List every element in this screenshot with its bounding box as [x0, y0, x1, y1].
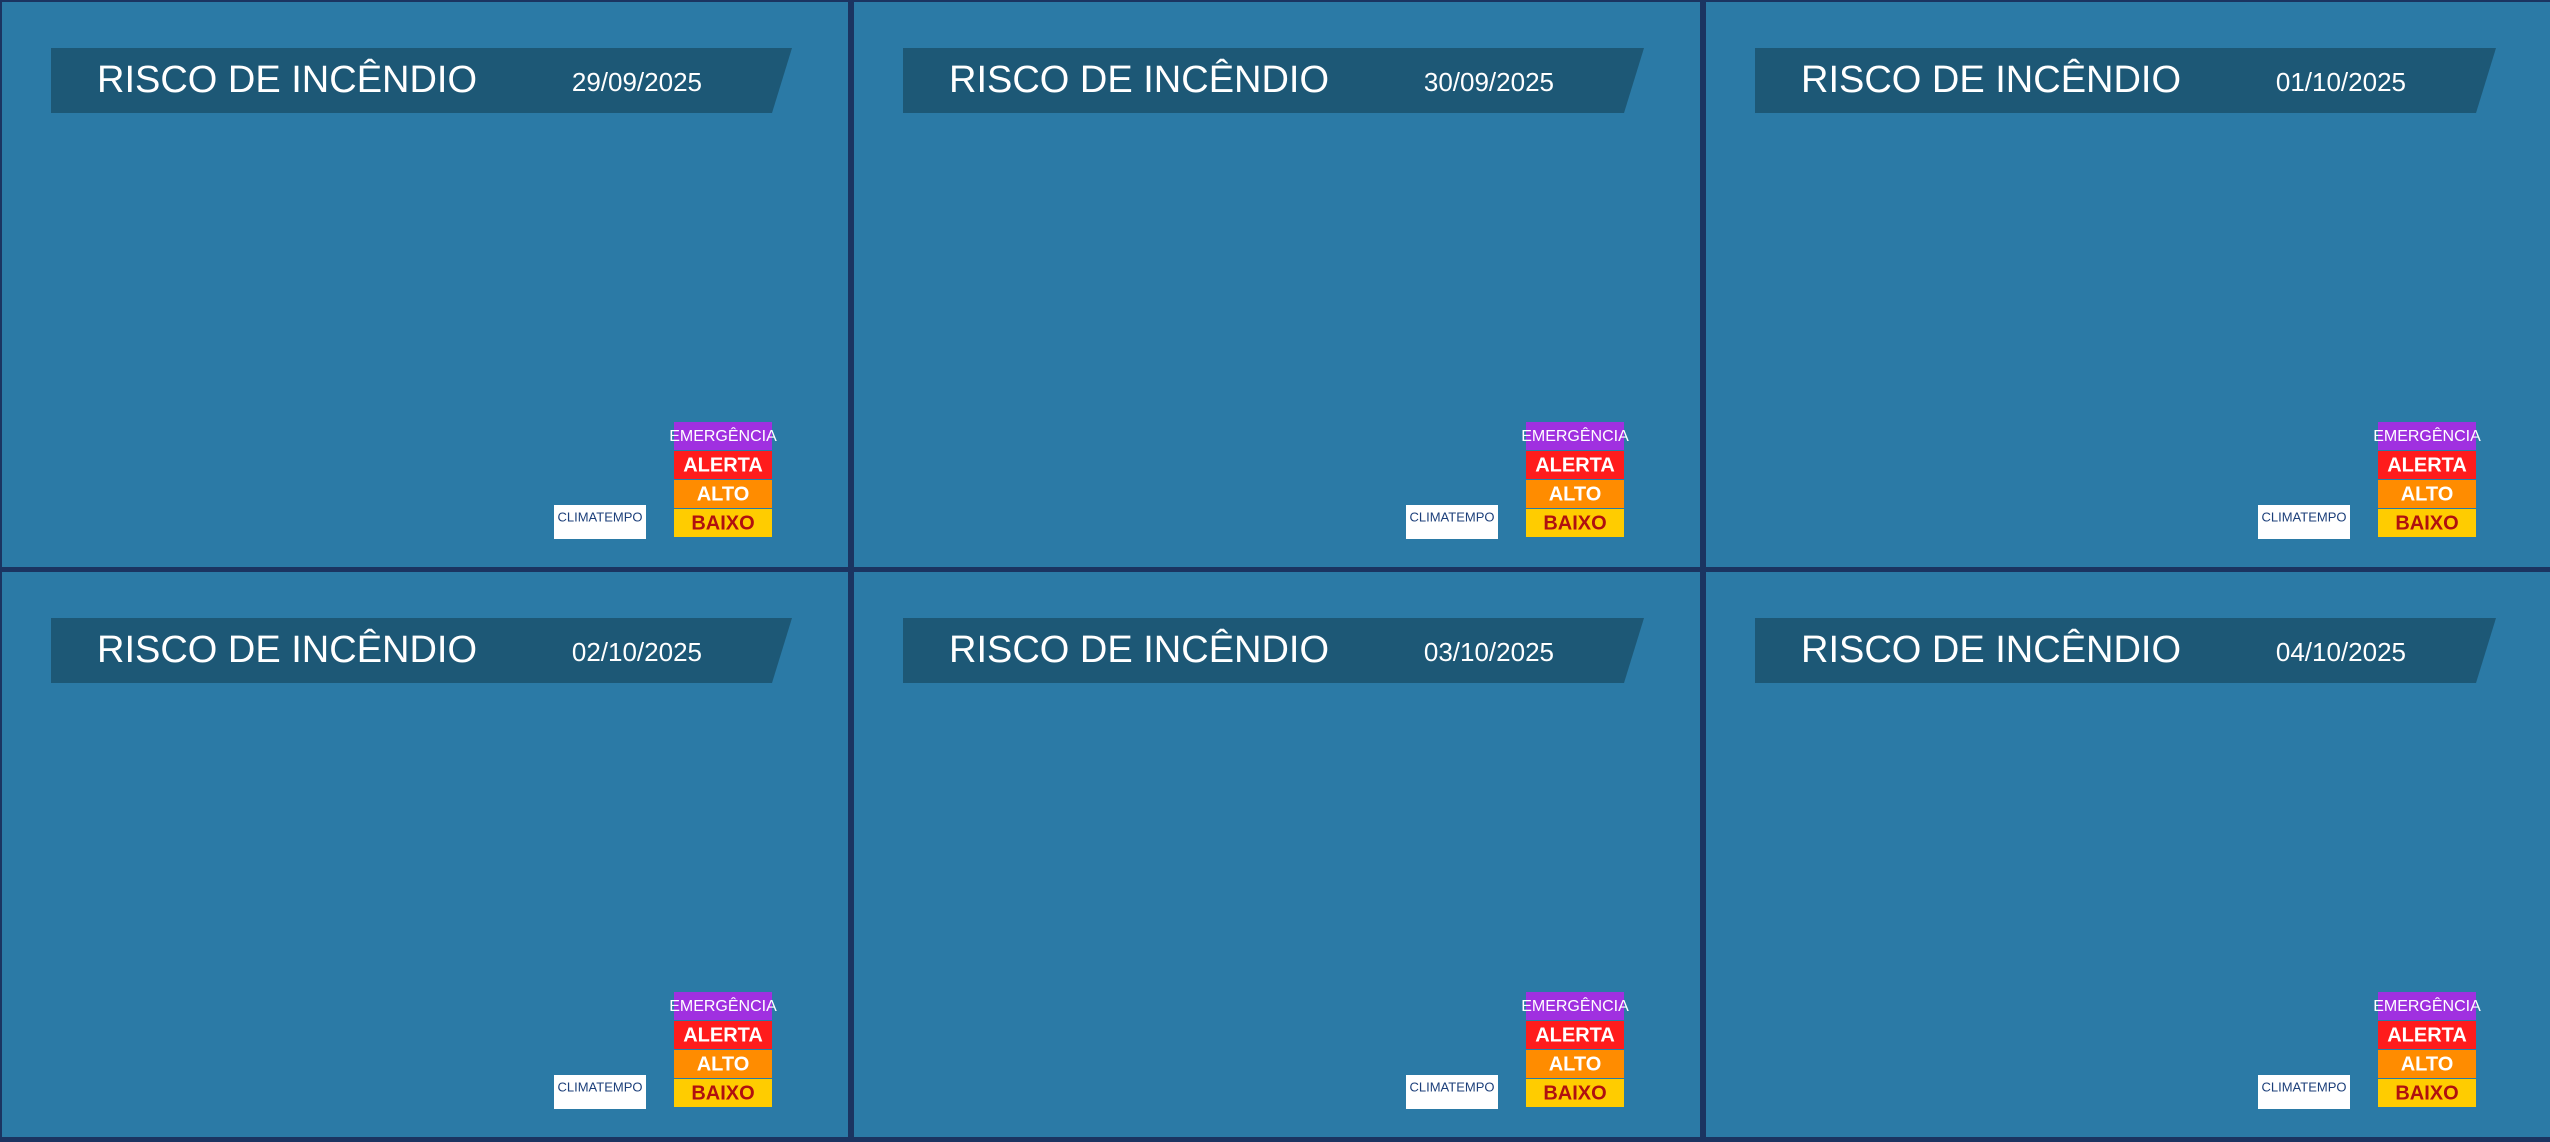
- logo-box: [1406, 505, 1498, 539]
- map: RISCO DE INCÊNDIO 29/09/2025 EMERGÊNCIA ALE…: [2, 2, 848, 567]
- logo: CLIMATEMPO: [1410, 509, 1495, 524]
- map-panel: RISCO DE INCÊNDIO 03/10/2025 EMERGÊNCIA ALE…: [854, 572, 1700, 1137]
- title-bar: [51, 618, 792, 683]
- map: RISCO DE INCÊNDIO 02/10/2025 EMERGÊNCIA ALE…: [2, 572, 848, 1137]
- legend-label: EMERGÊNCIA: [1521, 426, 1629, 445]
- map: RISCO DE INCÊNDIO 30/09/2025 EMERGÊNCIA ALE…: [854, 2, 1700, 567]
- title: RISCO DE INCÊNDIO: [1801, 628, 2181, 671]
- legend-swatch: [1526, 992, 1624, 1020]
- logo-box: [554, 1075, 646, 1109]
- legend-label: ALTO: [2401, 1053, 2454, 1075]
- map: RISCO DE INCÊNDIO 04/10/2025 EMERGÊNCIA ALE…: [1706, 572, 2550, 1137]
- legend-label: ALERTA: [1535, 454, 1615, 476]
- legend-label: BAIXO: [1543, 1082, 1606, 1104]
- legend-swatch: [674, 1021, 772, 1049]
- map-panel: RISCO DE INCÊNDIO 30/09/2025 EMERGÊNCIA ALE…: [854, 2, 1700, 567]
- legend-swatch: [2378, 451, 2476, 479]
- legend-swatch: [674, 422, 772, 450]
- title: RISCO DE INCÊNDIO: [949, 628, 1329, 671]
- legend-swatch: [1526, 422, 1624, 450]
- legend-label: EMERGÊNCIA: [2373, 426, 2481, 445]
- title-bar: [903, 48, 1644, 113]
- legend-label: ALERTA: [683, 454, 763, 476]
- legend-label: ALERTA: [2387, 1024, 2467, 1046]
- legend-label: BAIXO: [1543, 512, 1606, 534]
- legend-swatch: [2378, 1050, 2476, 1078]
- date: 02/10/2025: [572, 637, 702, 667]
- legend-swatch: [1526, 1079, 1624, 1107]
- legend-swatch: [1526, 1050, 1624, 1078]
- legend-label: ALTO: [1549, 1053, 1602, 1075]
- legend-label: EMERGÊNCIA: [669, 426, 777, 445]
- legend-swatch: [2378, 509, 2476, 537]
- legend-swatch: [674, 480, 772, 508]
- legend-swatch: [674, 1050, 772, 1078]
- legend-label: BAIXO: [2395, 1082, 2458, 1104]
- title-bar: [903, 618, 1644, 683]
- legend-swatch: [1526, 480, 1624, 508]
- legend-label: ALERTA: [2387, 454, 2467, 476]
- logo-box: [1406, 1075, 1498, 1109]
- title-bar: [51, 48, 792, 113]
- legend-label: ALERTA: [1535, 1024, 1615, 1046]
- legend-label: ALERTA: [683, 1024, 763, 1046]
- logo: CLIMATEMPO: [558, 1079, 643, 1094]
- logo-box: [554, 505, 646, 539]
- title: RISCO DE INCÊNDIO: [97, 628, 477, 671]
- legend-swatch: [674, 1079, 772, 1107]
- legend-swatch: [1526, 509, 1624, 537]
- legend-swatch: [674, 992, 772, 1020]
- map-panel: RISCO DE INCÊNDIO 29/09/2025 EMERGÊNCIA ALE…: [2, 2, 848, 567]
- title-bar: [1755, 618, 2496, 683]
- logo: CLIMATEMPO: [2262, 1079, 2347, 1094]
- date: 03/10/2025: [1424, 637, 1554, 667]
- legend-swatch: [1526, 1021, 1624, 1049]
- logo: CLIMATEMPO: [558, 509, 643, 524]
- map-panel: RISCO DE INCÊNDIO 01/10/2025 EMERGÊNCIA ALE…: [1706, 2, 2550, 567]
- legend-swatch: [2378, 422, 2476, 450]
- legend-label: EMERGÊNCIA: [1521, 996, 1629, 1015]
- legend-swatch: [674, 509, 772, 537]
- date: 01/10/2025: [2276, 67, 2406, 97]
- title: RISCO DE INCÊNDIO: [97, 58, 477, 101]
- legend-label: ALTO: [697, 483, 750, 505]
- title-bar: [1755, 48, 2496, 113]
- map: RISCO DE INCÊNDIO 03/10/2025 EMERGÊNCIA ALE…: [854, 572, 1700, 1137]
- logo-box: [2258, 505, 2350, 539]
- legend-label: ALTO: [2401, 483, 2454, 505]
- logo: CLIMATEMPO: [2262, 509, 2347, 524]
- map-panel: RISCO DE INCÊNDIO 02/10/2025 EMERGÊNCIA ALE…: [2, 572, 848, 1137]
- legend-label: BAIXO: [691, 512, 754, 534]
- legend-label: EMERGÊNCIA: [2373, 996, 2481, 1015]
- date: 30/09/2025: [1424, 67, 1554, 97]
- legend-swatch: [2378, 1079, 2476, 1107]
- title: RISCO DE INCÊNDIO: [1801, 58, 2181, 101]
- logo: CLIMATEMPO: [1410, 1079, 1495, 1094]
- logo-box: [2258, 1075, 2350, 1109]
- legend-label: ALTO: [1549, 483, 1602, 505]
- date: 04/10/2025: [2276, 637, 2406, 667]
- legend-label: BAIXO: [2395, 512, 2458, 534]
- legend-swatch: [2378, 1021, 2476, 1049]
- legend-swatch: [1526, 451, 1624, 479]
- legend-label: ALTO: [697, 1053, 750, 1075]
- date: 29/09/2025: [572, 67, 702, 97]
- legend-swatch: [2378, 992, 2476, 1020]
- legend-label: EMERGÊNCIA: [669, 996, 777, 1015]
- legend-label: BAIXO: [691, 1082, 754, 1104]
- map: RISCO DE INCÊNDIO 01/10/2025 EMERGÊNCIA ALE…: [1706, 2, 2550, 567]
- legend-swatch: [2378, 480, 2476, 508]
- title: RISCO DE INCÊNDIO: [949, 58, 1329, 101]
- legend-swatch: [674, 451, 772, 479]
- map-panel: RISCO DE INCÊNDIO 04/10/2025 EMERGÊNCIA ALE…: [1706, 572, 2550, 1137]
